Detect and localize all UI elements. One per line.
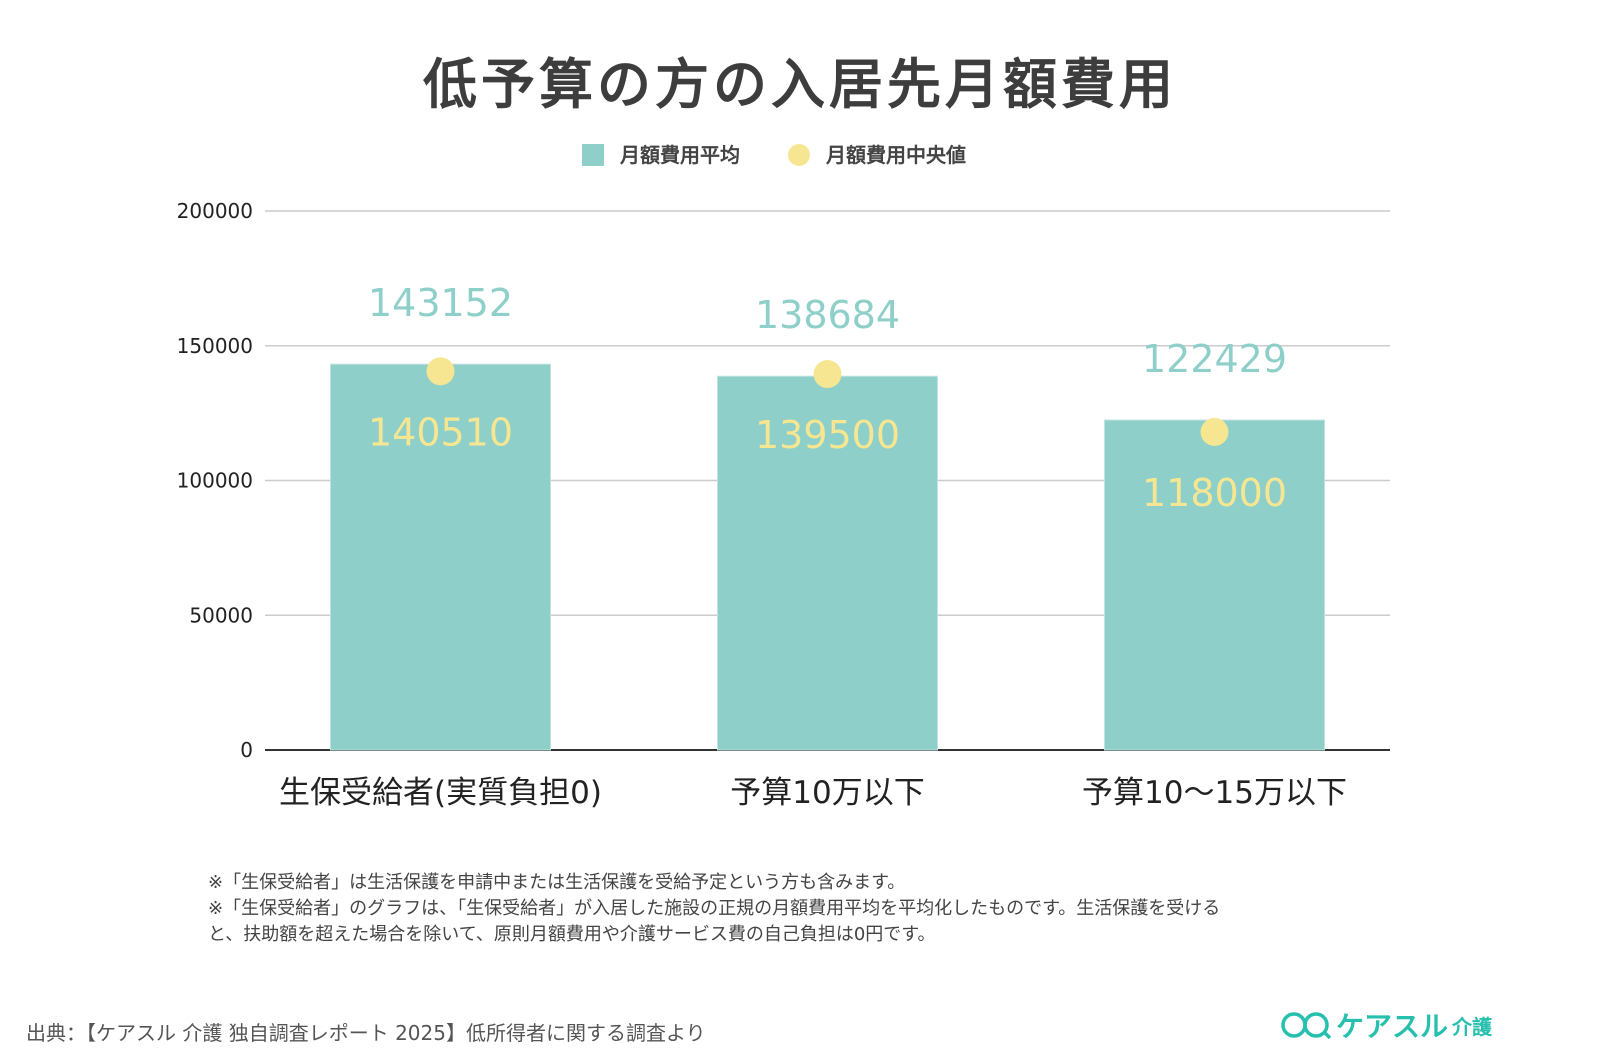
data-label-median: 118000 [1142, 471, 1287, 515]
data-label-mean: 138684 [755, 293, 900, 337]
source-text: 出典：【ケアスル 介護 独自調査レポート 2025】低所得者に関する調査より [26, 1021, 706, 1045]
bar-chart: 月額費用平均 月額費用中央値 0 50000 100000 150000 200000 143… [177, 143, 1390, 811]
data-label-mean: 122429 [1142, 337, 1287, 381]
data-label-mean: 143152 [368, 281, 513, 325]
bar-mean [717, 375, 938, 751]
legend-swatch-median [788, 144, 810, 166]
data-label-median: 139500 [755, 413, 900, 457]
x-tick-label: 予算10万以下 [730, 775, 924, 811]
y-tick-label: 100000 [177, 469, 253, 493]
footnote-1: ※「生保受給者」は生活保護を申請中または生活保護を受給予定という方も含みます。 [208, 872, 906, 893]
logo-sub: 介護 [1452, 1014, 1493, 1039]
footnote-3: と、扶助額を超えた場合を除いて、原則月額費用や介護サービス費の自己負担は0円です… [208, 924, 936, 945]
y-tick-label: 150000 [177, 334, 253, 358]
legend-swatch-mean [582, 144, 604, 166]
x-tick-label: 生保受給者(実質負担0) [279, 775, 602, 811]
point-median [426, 357, 455, 386]
logo: ケアスル 介護 [1280, 1005, 1492, 1045]
footnote-2: ※「生保受給者」のグラフは、「生保受給者」が入居した施設の正規の月額費用平均を平… [208, 898, 1221, 919]
chart-title: 低予算の方の入居先月額費用 [423, 53, 1177, 116]
logo-faces-icon [1281, 1012, 1332, 1040]
bar-mean [330, 363, 551, 751]
legend-label-mean: 月額費用平均 [619, 143, 740, 167]
point-median [1200, 417, 1229, 446]
y-tick-label: 200000 [177, 199, 253, 223]
legend-label-median: 月額費用中央値 [825, 143, 966, 167]
bar-mean [1104, 419, 1325, 751]
y-tick-label: 0 [240, 738, 253, 762]
logo-main: ケアスル [1336, 1010, 1449, 1043]
x-tick-label: 予算10〜15万以下 [1082, 775, 1347, 811]
data-label-median: 140510 [368, 410, 513, 454]
y-tick-label: 50000 [189, 603, 253, 627]
point-median [813, 360, 842, 389]
